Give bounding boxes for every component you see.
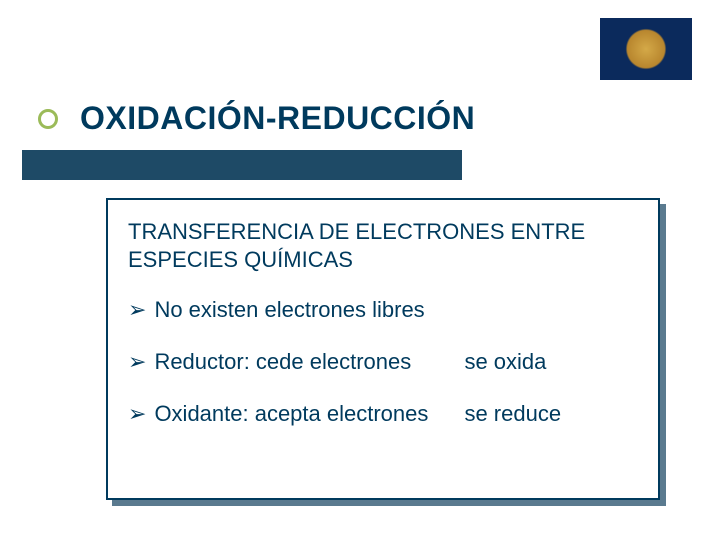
bullet-point: ➢ Oxidante: acepta electrones se reduce [128, 401, 638, 427]
arrow-icon: ➢ [128, 297, 146, 323]
point-result: se reduce [464, 401, 638, 427]
point-text: No existen electrones libres [154, 297, 464, 323]
arrow-icon: ➢ [128, 349, 146, 375]
heading-line-2: ESPECIES QUÍMICAS [128, 247, 353, 272]
slide-title-row: OXIDACIÓN-REDUCCIÓN [38, 100, 475, 137]
bullet-point: ➢ Reductor: cede electrones se oxida [128, 349, 638, 375]
content-heading: TRANSFERENCIA DE ELECTRONES ENTRE ESPECI… [128, 218, 638, 273]
bullet-point: ➢ No existen electrones libres [128, 297, 638, 323]
point-text: Reductor: cede electrones [154, 349, 464, 375]
title-underline-bar [22, 150, 462, 180]
logo-badge [600, 18, 692, 80]
heading-line-1: TRANSFERENCIA DE ELECTRONES ENTRE [128, 219, 585, 244]
slide-title: OXIDACIÓN-REDUCCIÓN [80, 100, 475, 137]
content-box: TRANSFERENCIA DE ELECTRONES ENTRE ESPECI… [106, 198, 660, 500]
title-bullet-icon [38, 109, 58, 129]
point-result: se oxida [464, 349, 638, 375]
crest-icon [622, 25, 670, 73]
point-text: Oxidante: acepta electrones [154, 401, 464, 427]
arrow-icon: ➢ [128, 401, 146, 427]
